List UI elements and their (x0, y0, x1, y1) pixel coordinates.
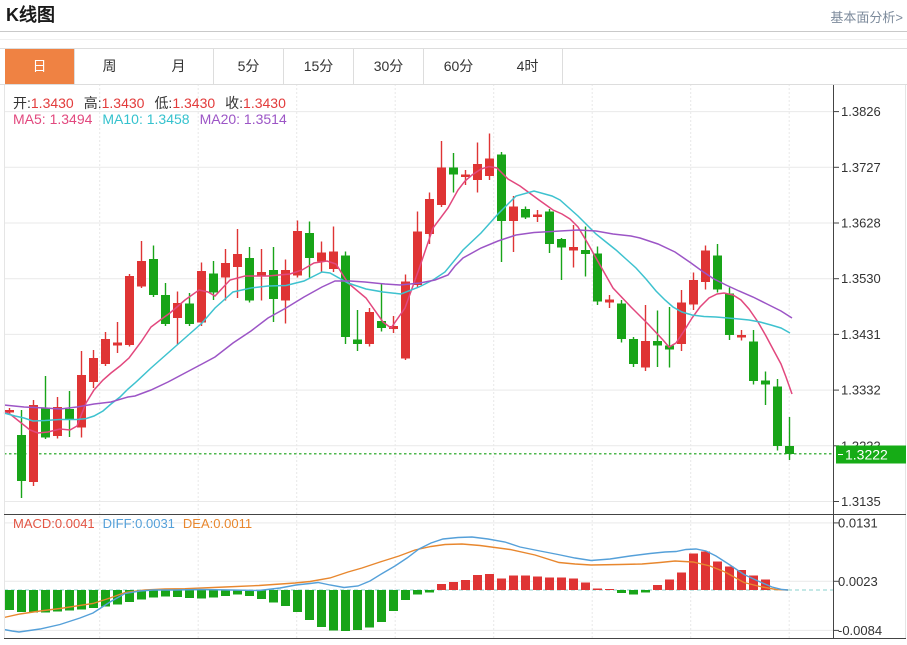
svg-text:1.3628: 1.3628 (841, 216, 881, 231)
svg-text:1.3332: 1.3332 (841, 383, 881, 398)
svg-text:0.0131: 0.0131 (838, 515, 878, 530)
svg-text:1.3530: 1.3530 (841, 271, 881, 286)
svg-text:1.3222: 1.3222 (845, 447, 888, 463)
svg-text:1.3826: 1.3826 (841, 104, 881, 119)
svg-text:1.3135: 1.3135 (841, 494, 881, 509)
svg-text:1.3727: 1.3727 (841, 160, 881, 175)
svg-text:-0.0084: -0.0084 (838, 623, 882, 638)
svg-text:0.0023: 0.0023 (838, 574, 878, 589)
svg-text:1.3431: 1.3431 (841, 327, 881, 342)
